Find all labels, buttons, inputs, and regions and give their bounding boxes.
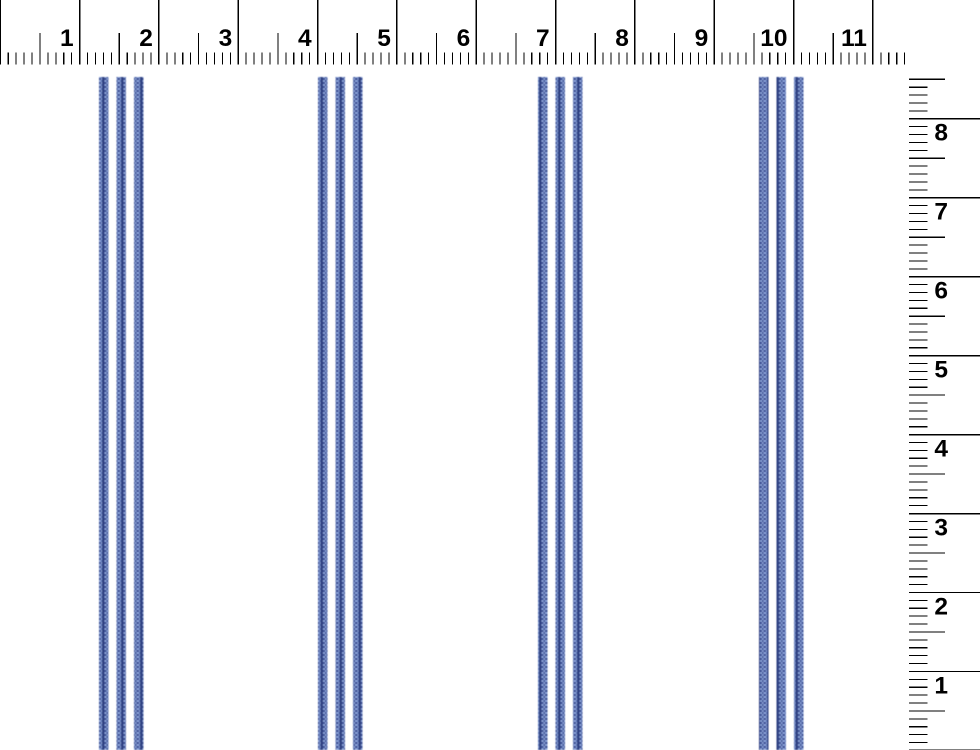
- svg-text:11: 11: [841, 25, 867, 52]
- svg-text:4: 4: [298, 25, 312, 52]
- svg-text:3: 3: [934, 514, 948, 541]
- svg-text:9: 9: [695, 25, 709, 52]
- svg-text:6: 6: [934, 278, 948, 305]
- svg-text:2: 2: [934, 593, 948, 620]
- svg-text:3: 3: [219, 25, 233, 52]
- svg-text:4: 4: [934, 435, 948, 462]
- svg-text:5: 5: [377, 25, 391, 52]
- svg-text:2: 2: [139, 25, 153, 52]
- svg-text:5: 5: [934, 356, 948, 383]
- svg-text:1: 1: [60, 25, 74, 52]
- svg-text:7: 7: [536, 25, 550, 52]
- svg-text:8: 8: [934, 120, 948, 147]
- svg-text:1: 1: [934, 672, 948, 699]
- svg-text:7: 7: [934, 199, 948, 226]
- svg-text:8: 8: [615, 25, 629, 52]
- svg-text:10: 10: [760, 25, 787, 52]
- svg-text:6: 6: [457, 25, 471, 52]
